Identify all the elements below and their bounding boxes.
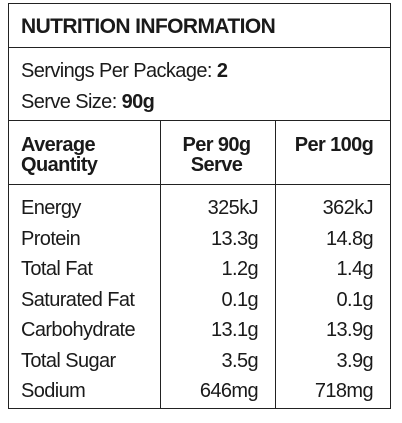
value: 2 bbox=[216, 60, 228, 82]
nutrient-value: 0.1g bbox=[221, 288, 258, 311]
column-header: Per 100g bbox=[294, 134, 374, 156]
value: 90g bbox=[121, 91, 155, 113]
nutrient-value: 0.1g bbox=[336, 288, 373, 311]
servings-line: Servings Per Package: 2 bbox=[21, 60, 228, 82]
nutrient-value: 718mg bbox=[314, 380, 374, 402]
nutrient-value: 646mg bbox=[199, 380, 259, 402]
nutrient-value: 3.9g bbox=[336, 349, 373, 372]
nutrient-name: Protein bbox=[21, 227, 81, 250]
column-divider bbox=[275, 121, 276, 408]
nutrient-name: Energy bbox=[21, 197, 81, 219]
divider bbox=[9, 47, 390, 48]
nutrient-value: 13.9g bbox=[325, 319, 374, 341]
title: NUTRITION INFORMATION bbox=[21, 15, 276, 38]
divider bbox=[9, 120, 390, 121]
nutrient-value: 1.4g bbox=[336, 258, 373, 280]
nutrient-value: 13.1g bbox=[210, 319, 259, 341]
nutrient-value: 3.5g bbox=[221, 349, 258, 372]
serve-size-line: Serve Size: 90g bbox=[21, 91, 155, 113]
column-divider bbox=[160, 121, 161, 408]
divider bbox=[9, 184, 390, 185]
nutrient-value: 13.3g bbox=[210, 227, 259, 250]
nutrient-name: Total Fat bbox=[21, 258, 93, 280]
nutrient-name: Carbohydrate bbox=[21, 319, 136, 341]
nutrient-name: Total Sugar bbox=[21, 349, 116, 372]
column-header: Average Quantity bbox=[21, 134, 98, 176]
nutrient-name: Sodium bbox=[21, 380, 86, 402]
column-header: Per 90g Serve bbox=[182, 134, 251, 176]
nutrient-name: Saturated Fat bbox=[21, 288, 135, 311]
nutrient-value: 14.8g bbox=[325, 227, 374, 250]
label: Servings Per Package: bbox=[21, 60, 212, 82]
nutrient-value: 1.2g bbox=[221, 258, 258, 280]
nutrient-value: 325kJ bbox=[207, 197, 259, 219]
nutrient-value: 362kJ bbox=[322, 197, 374, 219]
nutrition-panel: NUTRITION INFORMATION Servings Per Packa… bbox=[8, 3, 391, 409]
label: Serve Size: bbox=[21, 91, 117, 113]
